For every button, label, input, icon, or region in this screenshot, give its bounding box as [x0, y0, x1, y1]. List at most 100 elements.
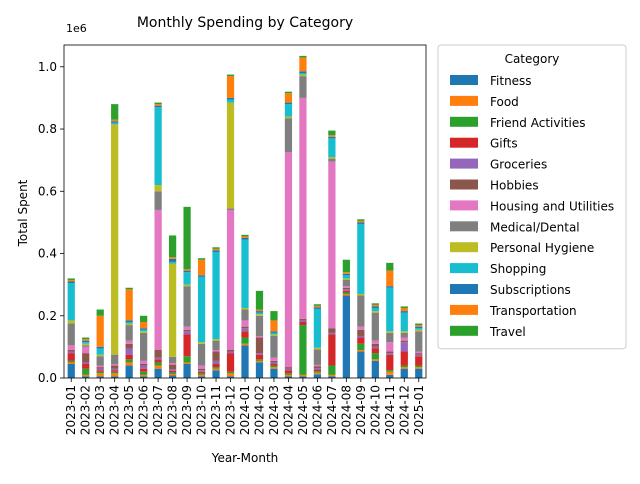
bar-segment [313, 305, 322, 308]
bar-segment [313, 347, 322, 350]
bar-segment [328, 334, 336, 366]
legend-title: Category [505, 52, 560, 66]
bar-segment [415, 354, 423, 357]
bar-segment [386, 351, 394, 354]
bar-segment [154, 365, 162, 369]
bar-segment [226, 351, 235, 354]
bar-segment [183, 356, 191, 363]
bar-segment [140, 374, 148, 377]
legend-swatch [450, 158, 478, 169]
bar-segment [371, 353, 379, 360]
bar-segment [328, 328, 336, 333]
bar-segment [299, 374, 307, 377]
bar-segment [154, 362, 162, 366]
bar-segment [125, 287, 133, 290]
bar-segment [168, 356, 177, 364]
bar-segment [313, 307, 322, 309]
bar-segment [400, 331, 408, 333]
legend-label: Subscriptions [490, 283, 571, 297]
bar-segment [241, 234, 249, 237]
bar-segment [183, 334, 191, 357]
bar-segment [342, 287, 350, 290]
bar-segment [241, 331, 249, 338]
bar-segment [284, 367, 293, 369]
x-tick-label: 2024-10 [368, 385, 382, 435]
x-tick-label: 2023-03 [93, 385, 107, 435]
bar-segment [371, 359, 379, 361]
bar-segment [342, 295, 350, 378]
bar-segment [255, 335, 264, 338]
y-tick-label: 0.4 [38, 247, 57, 261]
bar-segment [342, 293, 350, 296]
bar-segment [183, 331, 191, 335]
bar-segment [415, 356, 423, 366]
bar-segment [212, 360, 220, 364]
bar-segment [241, 326, 249, 329]
bar-segment [357, 349, 365, 352]
bar-segment [67, 278, 75, 280]
legend-swatch [450, 242, 478, 253]
bar-segment [96, 365, 104, 368]
legend-box [437, 44, 627, 350]
bar-segment [168, 372, 177, 374]
bar-segment [284, 370, 293, 374]
bar-segment [328, 135, 336, 137]
bar-segment [415, 325, 423, 327]
bar-segment [168, 257, 177, 259]
bar-segment [168, 258, 177, 262]
bar-segment [111, 364, 119, 366]
bar-segment [400, 340, 408, 343]
bar-segment [241, 237, 249, 240]
legend-label: Transportation [489, 304, 577, 318]
bar-segment [328, 365, 336, 375]
bar-segment [96, 368, 104, 371]
legend-swatch [450, 116, 478, 127]
bar-segment [357, 329, 365, 336]
bar-segment [212, 367, 220, 369]
bar-segment [226, 373, 235, 377]
x-axis-label: Year-Month [211, 451, 279, 465]
bar-segment [357, 219, 365, 221]
bar-segment [154, 102, 162, 105]
bar-segment [212, 247, 220, 249]
bar-segment [96, 371, 104, 374]
bar-segment [342, 272, 350, 274]
bar-segment [255, 354, 264, 360]
bar-segment [140, 321, 148, 329]
bar-segment [96, 376, 104, 378]
legend-swatch [450, 263, 478, 274]
bar-segment [197, 342, 206, 344]
bar-segment [111, 104, 119, 120]
bar-segment [241, 239, 249, 308]
bar-segment [67, 360, 75, 363]
bar-segment [197, 365, 206, 369]
bar-segment [270, 357, 278, 361]
bar-segment [357, 337, 365, 344]
bar-segment [197, 376, 206, 378]
bar-segment [299, 76, 307, 98]
legend-label: Food [490, 95, 519, 109]
x-tick-label: 2024-11 [383, 385, 397, 435]
x-tick-label: 2024-04 [281, 385, 295, 435]
bar-segment [270, 360, 278, 363]
bar-segment [82, 340, 90, 343]
bar-segment [111, 122, 119, 125]
bar-segment [357, 295, 365, 327]
bar-segment [67, 364, 75, 378]
bar-segment [168, 369, 177, 371]
bar-segment [82, 368, 90, 375]
bar-segment [212, 368, 220, 371]
bar-segment [212, 250, 220, 252]
bar-segment [415, 368, 423, 378]
bar-segment [197, 368, 206, 371]
bar-segment [125, 362, 133, 366]
bar-segment [82, 374, 90, 377]
bar-segment [415, 328, 423, 330]
bar-segment [197, 370, 206, 372]
bar-segment [386, 353, 394, 355]
bar-segment [371, 360, 379, 378]
bar-segment [82, 353, 90, 363]
bar-segment [241, 328, 249, 332]
